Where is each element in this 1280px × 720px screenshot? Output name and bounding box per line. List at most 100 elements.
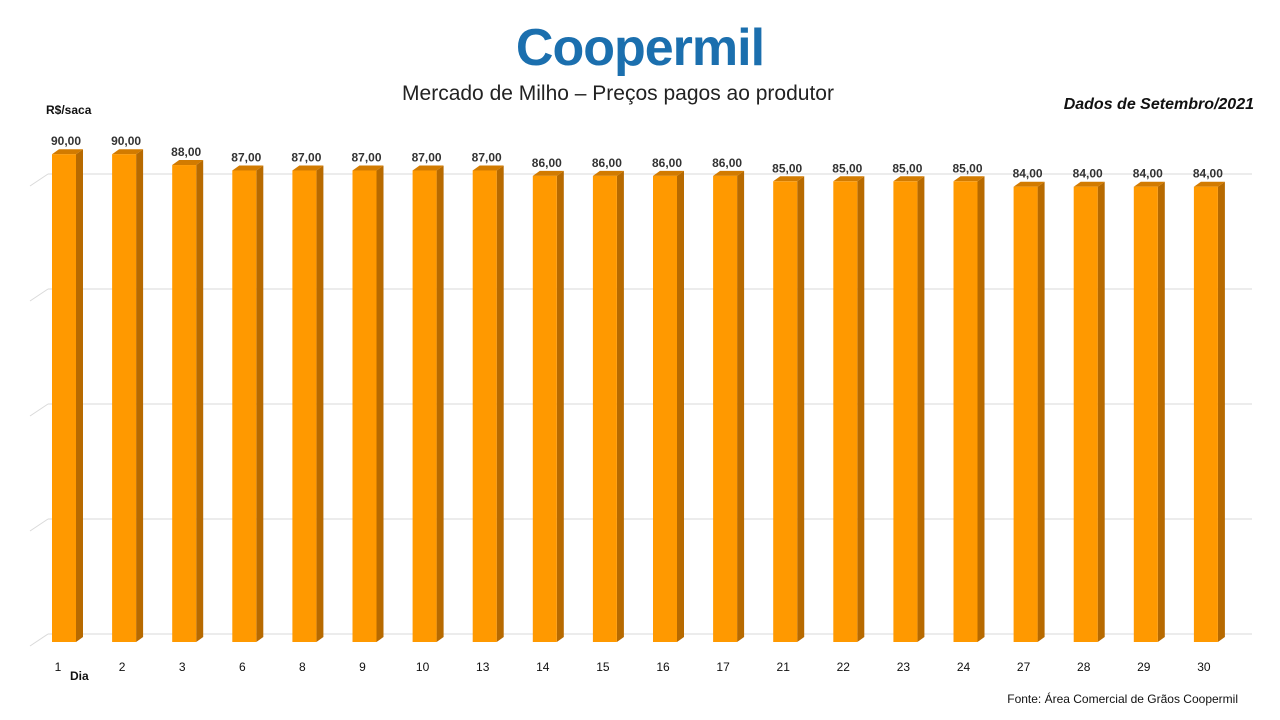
bar-top (1073, 181, 1105, 187)
bar (1013, 186, 1038, 642)
bar-top (472, 165, 504, 171)
gridline-depth (29, 288, 49, 302)
bar (653, 175, 677, 642)
x-tick-label: 14 (536, 660, 550, 674)
data-label: 87,00 (412, 150, 442, 164)
bar-side (917, 176, 925, 643)
bar (1193, 186, 1218, 642)
gridline-depth (29, 633, 49, 647)
x-tick-label: 15 (596, 660, 610, 674)
bar (172, 165, 197, 643)
bar-side (76, 149, 83, 642)
x-tick-label: 10 (416, 660, 430, 674)
gridline-depth (29, 173, 49, 187)
bar-top (172, 160, 204, 166)
bar (292, 170, 317, 642)
bar-top (232, 165, 264, 171)
x-tick-label: 17 (716, 660, 730, 674)
bar-side (1037, 181, 1045, 642)
data-label: 86,00 (532, 156, 562, 170)
bar-top (833, 176, 865, 182)
bar (713, 175, 738, 642)
bar (232, 170, 257, 642)
bar (412, 170, 437, 642)
x-tick-label: 1 (55, 660, 62, 674)
data-label: 86,00 (712, 156, 742, 170)
data-label: 86,00 (592, 156, 622, 170)
data-label: 85,00 (772, 161, 802, 175)
x-tick-label: 21 (777, 660, 791, 674)
bar-top (112, 149, 144, 155)
bar (52, 154, 76, 642)
gridline-depth (29, 403, 49, 417)
bar-side (1217, 181, 1225, 642)
bar (352, 170, 377, 642)
gridline-depth (29, 518, 49, 532)
x-tick-label: 27 (1017, 660, 1031, 674)
bar (112, 154, 137, 642)
bar-side (857, 176, 865, 643)
x-tick-label: 8 (299, 660, 306, 674)
bar-side (737, 170, 745, 642)
data-label: 85,00 (892, 161, 922, 175)
data-label: 87,00 (291, 150, 321, 164)
bar-side (556, 170, 564, 642)
data-label: 86,00 (652, 156, 682, 170)
chart-title: Mercado de Milho – Preços pagos ao produ… (402, 82, 834, 105)
data-label: 90,00 (111, 134, 141, 148)
bar-top (953, 176, 985, 182)
bar-side (196, 160, 204, 643)
bar (1133, 186, 1158, 642)
bar-side (256, 165, 264, 642)
bar-top (52, 149, 83, 155)
bar (592, 175, 617, 642)
bar-top (1133, 181, 1165, 187)
bar-side (677, 170, 684, 642)
x-tick-label: 30 (1197, 660, 1211, 674)
bar-top (653, 170, 684, 176)
data-label: 85,00 (832, 161, 862, 175)
bar-side (616, 170, 624, 642)
bar-top (713, 170, 745, 176)
x-tick-label: 16 (656, 660, 670, 674)
bar-side (136, 149, 144, 642)
x-tick-label: 6 (239, 660, 246, 674)
data-label: 90,00 (51, 134, 81, 148)
bar-side (316, 165, 324, 642)
y-axis-label: R$/saca (46, 103, 92, 117)
bar (893, 181, 918, 643)
period-label: Dados de Setembro/2021 (1063, 96, 1254, 113)
bar (472, 170, 497, 642)
bar (833, 181, 858, 643)
data-label: 87,00 (351, 150, 381, 164)
source-note: Fonte: Área Comercial de Grãos Coopermil (1007, 692, 1238, 706)
x-tick-label: 29 (1137, 660, 1151, 674)
bar-top (1193, 181, 1225, 187)
bar-top (1013, 181, 1045, 187)
bar-side (496, 165, 504, 642)
bar (773, 181, 798, 643)
bar-side (1097, 181, 1105, 642)
bar-side (1157, 181, 1165, 642)
data-label: 84,00 (1073, 167, 1103, 181)
x-axis-label: Dia (70, 669, 89, 683)
bar-side (977, 176, 985, 643)
data-label: 84,00 (1193, 167, 1223, 181)
bar-side (376, 165, 384, 642)
x-tick-label: 24 (957, 660, 971, 674)
data-label: 84,00 (1133, 167, 1163, 181)
data-label: 85,00 (952, 161, 982, 175)
coopermil-logo: Coopermil (515, 19, 765, 77)
x-tick-label: 13 (476, 660, 490, 674)
bar (1073, 186, 1098, 642)
data-label: 88,00 (171, 145, 201, 159)
bar (532, 175, 557, 642)
bar-top (773, 176, 805, 182)
bar-top (352, 165, 384, 171)
bar-side (436, 165, 444, 642)
bar-side (797, 176, 805, 643)
bar-top (532, 170, 564, 176)
x-tick-label: 9 (359, 660, 366, 674)
data-label: 87,00 (472, 150, 502, 164)
